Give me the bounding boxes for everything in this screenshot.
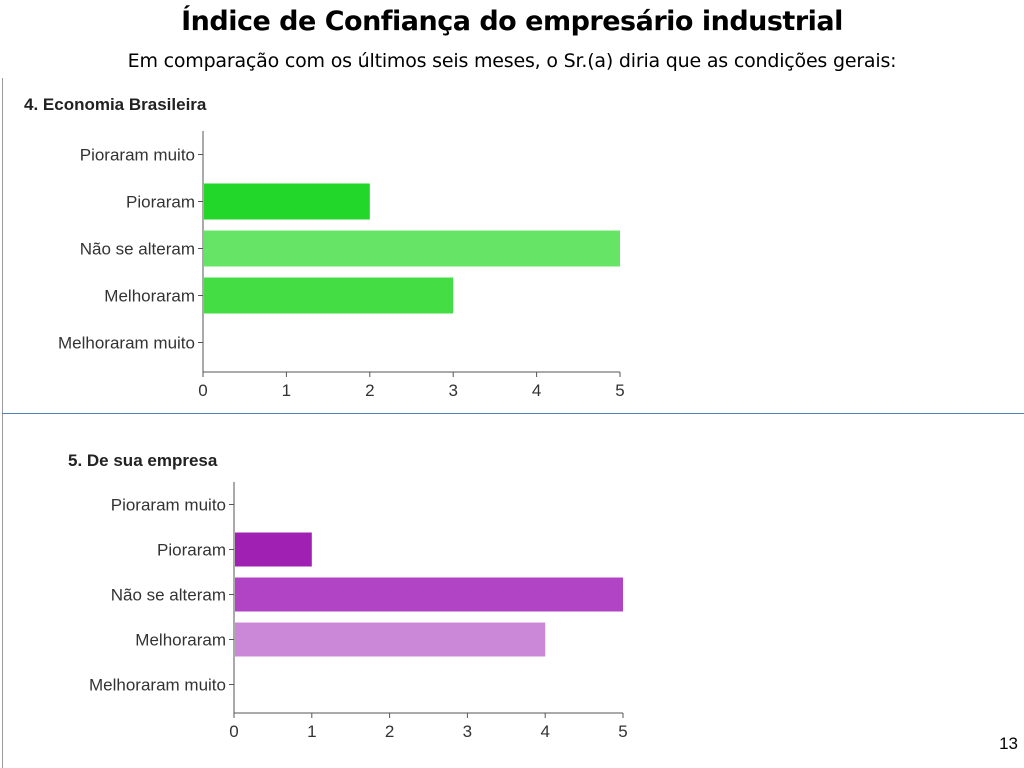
bar bbox=[235, 532, 312, 567]
category-label: Melhoraram bbox=[135, 631, 226, 650]
bar bbox=[204, 230, 620, 267]
x-tick-label: 0 bbox=[198, 381, 207, 400]
x-tick-label: 5 bbox=[618, 722, 627, 741]
x-tick-label: 3 bbox=[448, 381, 457, 400]
slide-subtitle: Em comparação com os últimos seis meses,… bbox=[127, 50, 897, 72]
chart-title: 4. Economia Brasileira bbox=[24, 95, 207, 114]
bar bbox=[235, 577, 623, 612]
chart-title: 5. De sua empresa bbox=[68, 451, 218, 470]
category-label: Melhoraram muito bbox=[58, 334, 195, 353]
bar bbox=[235, 622, 546, 657]
slide-title: Índice de Confiança do empresário indust… bbox=[181, 6, 843, 37]
page-number: 13 bbox=[999, 734, 1018, 753]
category-label: Pioraram muito bbox=[80, 146, 195, 165]
category-label: Pioraram muito bbox=[111, 496, 226, 515]
category-label: Melhoraram bbox=[104, 287, 195, 306]
category-label: Melhoraram muito bbox=[89, 676, 226, 695]
left-rule bbox=[2, 78, 3, 768]
category-label: Não se alteram bbox=[80, 240, 195, 259]
x-tick-label: 0 bbox=[229, 722, 238, 741]
bar bbox=[204, 277, 454, 314]
x-tick-label: 4 bbox=[532, 381, 541, 400]
x-tick-label: 1 bbox=[307, 722, 316, 741]
x-tick-label: 1 bbox=[282, 381, 291, 400]
category-label: Não se alteram bbox=[111, 586, 226, 605]
x-tick-label: 4 bbox=[540, 722, 549, 741]
bar bbox=[204, 183, 370, 220]
x-tick-label: 5 bbox=[615, 381, 624, 400]
x-tick-label: 3 bbox=[463, 722, 472, 741]
category-label: Pioraram bbox=[157, 541, 226, 560]
x-tick-label: 2 bbox=[365, 381, 374, 400]
section-divider bbox=[2, 413, 1024, 414]
category-label: Pioraram bbox=[126, 193, 195, 212]
x-tick-label: 2 bbox=[385, 722, 394, 741]
